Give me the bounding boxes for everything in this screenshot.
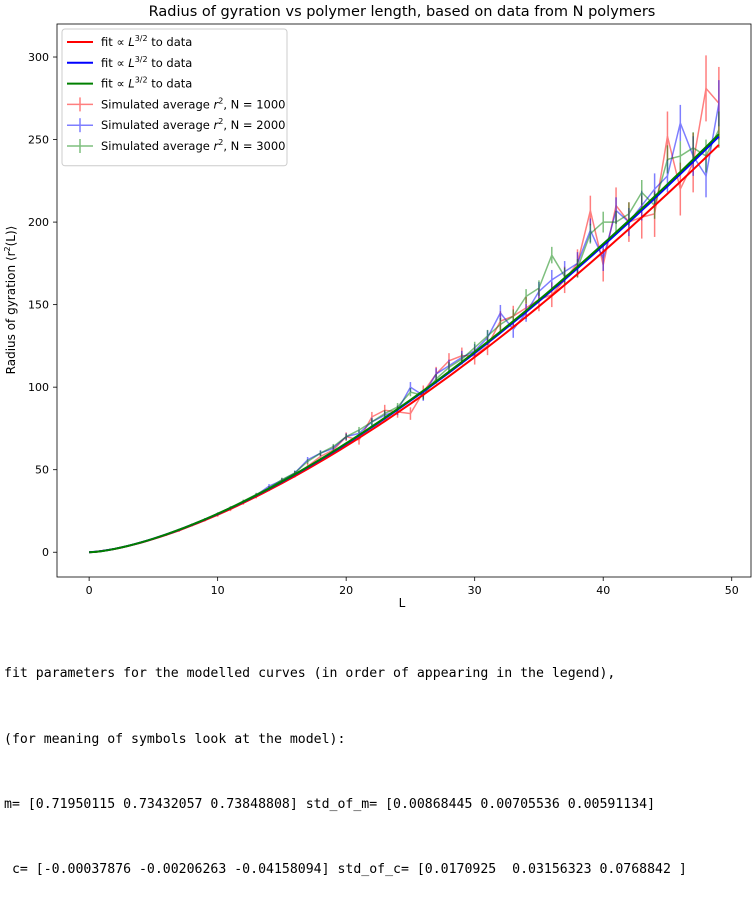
- legend-label: Simulated average r2, N = 1000: [101, 96, 285, 111]
- legend-label: Simulated average r2, N = 3000: [101, 138, 285, 153]
- output-line: c= [-0.00037876 -0.00206263 -0.04158094]…: [4, 861, 687, 877]
- legend-item: Simulated average r2, N = 2000: [67, 117, 285, 133]
- chart-title: Radius of gyration vs polymer length, ba…: [149, 4, 656, 20]
- plot-area: 0 10 20 30 40 50 0 50 100 150 200 250 300: [28, 23, 752, 597]
- fit-line-2: [89, 135, 720, 554]
- series-line: [89, 129, 720, 553]
- legend: fit ∝ L3/2 to data fit ∝ L3/2 to data fit …: [61, 28, 288, 167]
- legend-marker: [67, 97, 93, 112]
- fit-line-3: [89, 133, 720, 554]
- data-series-3: [89, 111, 720, 553]
- y-tick-label: 100: [28, 381, 49, 394]
- y-tick-label: 150: [28, 299, 49, 312]
- series-line: [89, 103, 720, 553]
- y-tick-label: 0: [42, 546, 49, 559]
- x-tick-label: 50: [725, 584, 739, 597]
- fit-line-1: [89, 144, 720, 554]
- x-tick-label: 10: [211, 584, 225, 597]
- legend-item: Simulated average r2, N = 1000: [67, 96, 285, 112]
- x-tick-label: 20: [339, 584, 353, 597]
- legend-item: Simulated average r2, N = 3000: [67, 138, 285, 153]
- x-tick-label: 40: [596, 584, 610, 597]
- y-tick-label: 250: [28, 134, 49, 147]
- legend-item: fit ∝ L3/2 to data: [67, 34, 192, 49]
- output-line: m= [0.71950115 0.73432057 0.73848808] st…: [4, 796, 656, 812]
- y-axis-label: Radius of gyration ⟨r2(L)⟩: [3, 226, 18, 375]
- chart: Radius of gyration vs polymer length, ba…: [3, 4, 752, 610]
- legend-label: Simulated average r2, N = 2000: [101, 117, 285, 132]
- y-tick-label: 50: [35, 464, 49, 477]
- legend-item: fit ∝ L3/2 to data: [67, 55, 192, 70]
- legend-label: fit ∝ L3/2 to data: [101, 55, 192, 70]
- axes-frame: [56, 23, 752, 578]
- y-tick-label: 200: [28, 216, 49, 229]
- series-group: [89, 55, 720, 554]
- x-tick-label: 0: [86, 584, 93, 597]
- legend-label: fit ∝ L3/2 to data: [101, 34, 192, 49]
- x-axis-label: L: [399, 596, 406, 610]
- cell-output: fit parameters for the modelled curves (…: [4, 620, 687, 902]
- legend-box: [61, 28, 288, 167]
- legend-label: fit ∝ L3/2 to data: [101, 76, 192, 91]
- output-line: (for meaning of symbols look at the mode…: [4, 731, 346, 747]
- legend-marker: [67, 139, 93, 153]
- legend-marker: [67, 118, 93, 133]
- x-tick-label: 30: [468, 584, 482, 597]
- legend-item: fit ∝ L3/2 to data: [67, 76, 192, 91]
- output-line: fit parameters for the modelled curves (…: [4, 666, 616, 682]
- y-tick-label: 300: [28, 51, 49, 64]
